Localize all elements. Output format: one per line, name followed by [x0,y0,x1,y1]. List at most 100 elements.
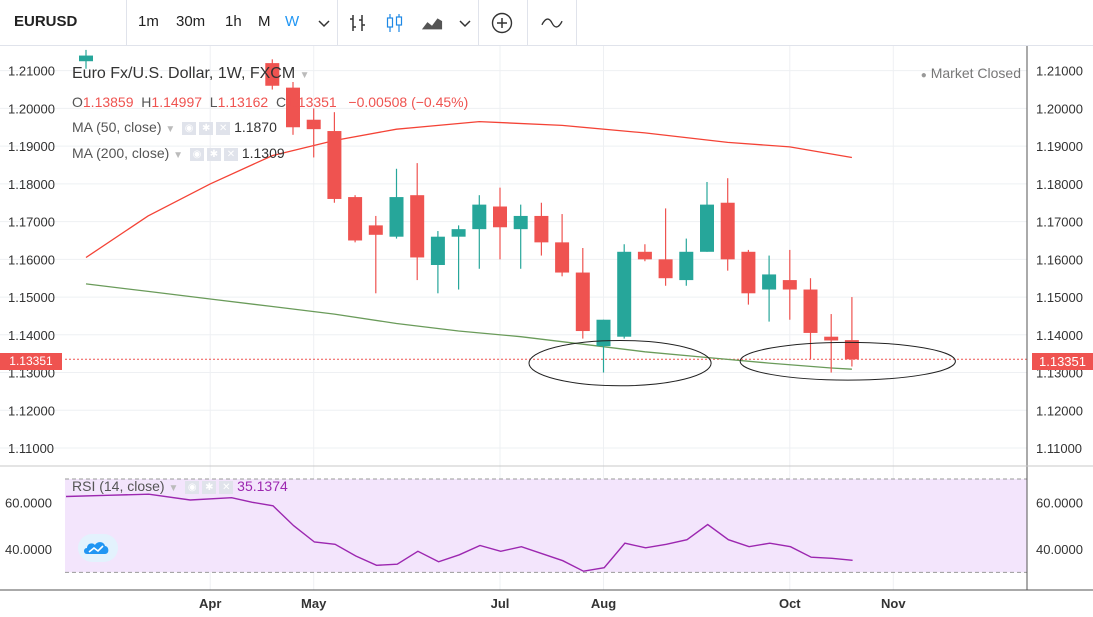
candle-body [679,251,694,281]
line-tool-icon[interactable] [541,12,563,34]
candle-body [824,336,839,341]
gear-icon[interactable]: ✱ [202,480,217,494]
high-label: H [141,94,152,110]
eye-icon[interactable]: ◉ [185,480,200,494]
last-price-tag-right: 1.13351 [1032,353,1093,370]
candle-body [720,202,735,260]
candle-down [782,249,797,320]
candle-down [286,81,300,135]
gear-icon[interactable]: ✱ [199,121,214,135]
ma50-line [85,120,853,259]
candle-body [844,340,859,360]
candle-body [286,87,300,128]
rsi-tick-right: 40.0000 [1036,542,1083,557]
annotation-ellipse [739,341,956,381]
price-tick-left: 1.16000 [8,252,55,267]
symbol-title: Euro Fx/U.S. Dollar, 1W, FXCM [72,65,296,82]
price-tick-right: 1.14000 [1036,328,1083,343]
tradingview-logo[interactable] [78,534,118,562]
candle-body [451,229,466,237]
price-tick-right: 1.20000 [1036,101,1083,116]
time-tick-label: Nov [881,596,906,611]
chart-legend-title[interactable]: Euro Fx/U.S. Dollar, 1W, FXCM ▼ [72,65,310,83]
price-tick-right: 1.11000 [1036,441,1082,456]
price-tick-right: 1.12000 [1036,403,1083,418]
interval-week[interactable]: W [285,13,300,30]
price-tick-right: 1.18000 [1036,177,1083,192]
candle-up [430,231,445,294]
interval-30m[interactable]: 30m [176,13,206,30]
annotation-ellipse [528,339,712,387]
top-toolbar: EURUSD 1m 30m 1h M W [0,0,1093,46]
ma200-legend[interactable]: MA (200, close) ▼ ◉ ✱ ✕ 1.1309 [72,145,285,161]
price-tick-left: 1.11000 [8,441,54,456]
price-tick-left: 1.17000 [8,215,55,230]
price-tick-left: 1.12000 [8,403,55,418]
candle-body [741,251,756,294]
ma200-line [85,283,852,370]
ma200-label: MA (200, close) [72,145,170,161]
candle-up [762,255,777,322]
candle-down [720,178,735,271]
eye-icon[interactable]: ◉ [182,121,197,135]
close-icon[interactable]: ✕ [219,480,234,494]
rsi-legend[interactable]: RSI (14, close) ▼ ◉ ✱ ✕ 35.1374 [72,478,288,494]
rsi-band [65,479,1027,573]
ohlc-readout: O1.13859 H1.14997 L1.13162 C1.13351 −0.0… [72,94,468,110]
indicator-icon[interactable] [421,12,443,34]
compare-add-icon[interactable] [491,12,513,34]
candle-body [410,195,425,258]
rsi-band-lines [65,478,1027,573]
cloud-icon [84,542,109,554]
candle-up [617,244,632,339]
candle-down [265,59,280,90]
interval-1h[interactable]: 1h [225,13,242,30]
candle-body [368,225,383,235]
eye-icon[interactable]: ◉ [189,147,204,161]
candle-style-icon[interactable] [384,12,406,34]
chevron-down-icon[interactable]: ▼ [299,70,310,81]
time-tick-label: Jul [491,596,510,611]
chevron-down-icon[interactable]: ▼ [173,150,184,161]
market-status-text: Market Closed [930,65,1021,81]
status-dot-icon: ● [920,70,927,81]
last-price-tag-left: 1.13351 [0,353,62,370]
candle-body [700,204,714,252]
ma50-legend[interactable]: MA (50, close) ▼ ◉ ✱ ✕ 1.1870 [72,119,277,135]
price-tick-left: 1.21000 [8,64,55,79]
candle-body [555,242,570,273]
symbol-search-button[interactable]: EURUSD [0,0,127,46]
gear-icon[interactable]: ✱ [206,147,221,161]
chevron-down-icon[interactable]: ▼ [165,124,176,135]
chevron-down-icon[interactable] [454,12,476,34]
candle-down [844,297,859,367]
low-value: 1.13162 [217,94,269,110]
time-axis: Apr May Jul Aug Oct Nov [199,596,906,611]
close-icon[interactable]: ✕ [216,121,231,135]
interval-1m[interactable]: 1m [138,13,159,30]
candle-down [803,278,818,360]
candle-body [575,272,590,332]
price-tick-right: 1.21000 [1036,64,1083,79]
candle-body [658,259,673,279]
market-status: ● Market Closed [921,65,1021,81]
price-chart[interactable]: Apr May Jul Aug Oct Nov 1.21000 1.21000 1.20000… [0,46,1093,617]
price-tick-right: 1.19000 [1036,139,1083,154]
candle-body [493,206,507,228]
bar-style-icon[interactable] [347,12,369,34]
candle-down [368,215,383,294]
candle-body [513,215,528,230]
rsi-value: 35.1374 [237,478,288,494]
interval-month[interactable]: M [258,13,271,30]
open-label: O [72,94,83,110]
price-tick-left: 1.14000 [8,328,55,343]
candle-up [389,168,404,239]
rsi-tick-left: 60.0000 [5,495,52,510]
candle-body [472,204,487,230]
price-axis: 1.21000 1.21000 1.20000 1.20000 1.19000 1.190… [8,64,1083,456]
price-tick-left: 1.15000 [8,290,55,305]
close-icon[interactable]: ✕ [223,147,238,161]
chevron-down-icon[interactable] [313,12,335,34]
chevron-down-icon[interactable]: ▼ [168,483,179,494]
candle-body [430,236,445,265]
